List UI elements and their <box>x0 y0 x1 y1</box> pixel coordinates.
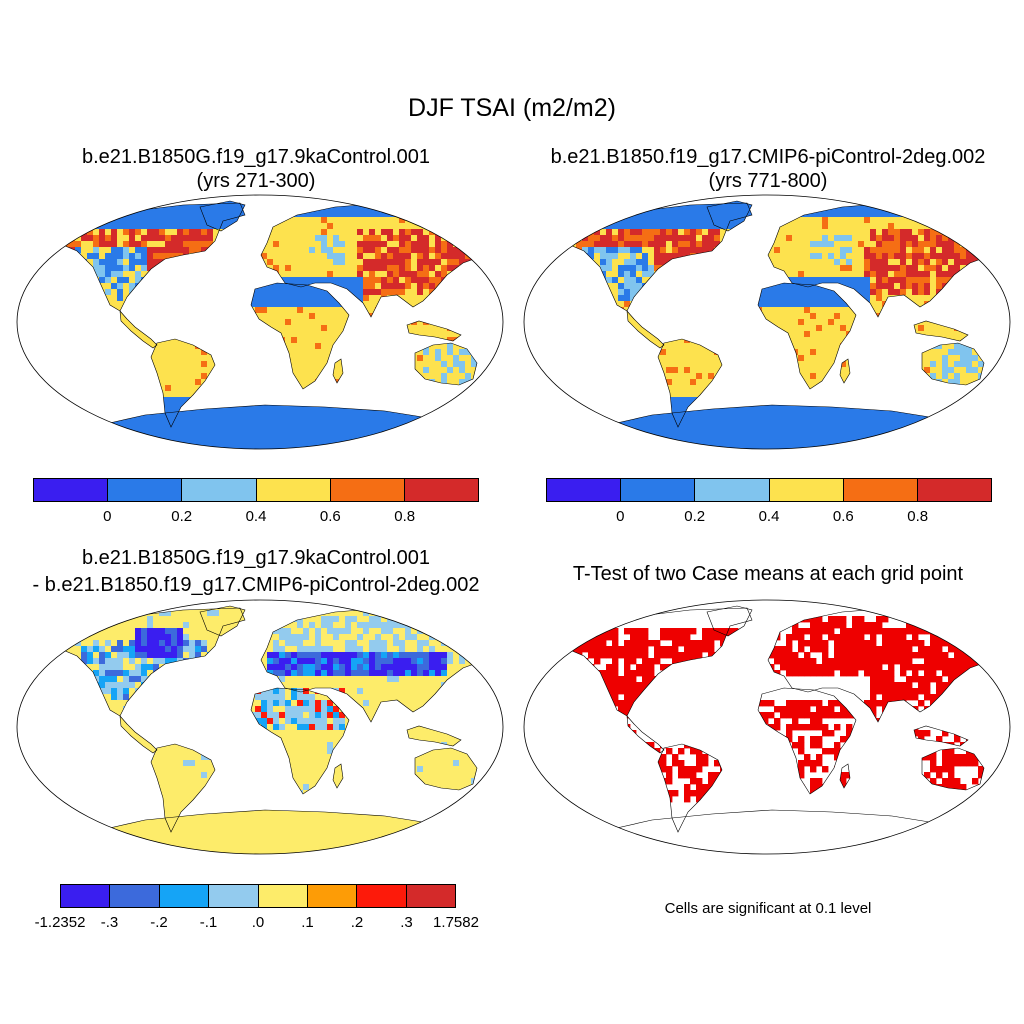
map-boundary <box>16 599 504 855</box>
colorbar-tick-label: 0.8 <box>907 508 929 525</box>
panel1-map <box>16 194 504 450</box>
colorbar-tick-label: -.2 <box>150 914 168 931</box>
coastline-indonesia <box>913 725 969 747</box>
coastline-africa <box>757 282 857 390</box>
colorbar-swatch <box>357 885 407 907</box>
colorbar-swatch <box>307 885 358 907</box>
coastline-camerica <box>119 310 158 349</box>
coastline-australia <box>921 342 985 386</box>
colorbar-tick-label: 0.6 <box>832 508 854 525</box>
coastline-namerica <box>58 607 246 717</box>
coastline-australia <box>921 747 985 791</box>
coastline-australia <box>414 747 478 791</box>
map-boundary <box>523 599 1011 855</box>
colorbar-tick-label: 1.7582 <box>433 914 479 931</box>
panel3-title-line2: - b.e21.B1850.f19_g17.CMIP6-piControl-2d… <box>32 574 480 596</box>
panel2-map <box>523 194 1011 450</box>
coastline-madagascar <box>332 358 344 384</box>
colorbar-swatch <box>159 885 210 907</box>
coastline-samerica <box>150 338 216 428</box>
colorbar-tick-label: -.3 <box>100 914 119 931</box>
coastline-indonesia <box>406 320 462 342</box>
colorbar-swatch <box>406 885 455 907</box>
colorbar-tick-label: .0 <box>251 914 265 931</box>
panel1-title-line1: b.e21.B1850G.f19_g17.9kaControl.001 <box>81 146 431 168</box>
coastline-greenland <box>199 605 246 637</box>
coastline-indonesia <box>406 725 462 747</box>
colorbar-swatch <box>330 479 405 501</box>
coastline-namerica <box>565 202 753 312</box>
coastline-samerica <box>657 743 723 833</box>
colorbar-tick-label: 0.8 <box>394 508 416 525</box>
panel2-colorbar <box>546 478 992 502</box>
colorbar-swatch <box>769 479 844 501</box>
colorbar-swatch <box>182 479 257 501</box>
colorbar-tick-label: .1 <box>301 914 314 931</box>
panel3-title-line1: b.e21.B1850G.f19_g17.9kaControl.001 <box>81 547 431 569</box>
coastline-namerica <box>58 202 246 312</box>
coastline-camerica <box>626 310 665 349</box>
coastline-samerica <box>150 743 216 833</box>
coastline-nz <box>486 781 498 797</box>
coastline-nz <box>993 781 1005 797</box>
colorbar-tick-label: 0.2 <box>171 508 193 525</box>
panel2-title-line2: (yrs 771-800) <box>708 170 828 192</box>
colorbar-swatch <box>917 479 992 501</box>
panel1-title-line2: (yrs 271-300) <box>196 170 316 192</box>
coastline-antarctica <box>607 809 963 854</box>
map-boundary <box>523 194 1011 450</box>
colorbar-tick-label: .3 <box>400 914 413 931</box>
map-boundary <box>16 194 504 450</box>
colorbar-swatch <box>404 479 479 501</box>
coastline-samerica <box>657 338 723 428</box>
coastline-madagascar <box>839 763 851 789</box>
coastline-nz <box>993 376 1005 392</box>
coastline-africa <box>757 687 857 795</box>
colorbar-swatch <box>61 885 111 907</box>
colorbar-swatch <box>110 885 160 907</box>
colorbar-swatch <box>258 885 308 907</box>
significance-note: Cells are significant at 0.1 level <box>664 900 872 917</box>
panel2-title-line1: b.e21.B1850.f19_g17.CMIP6-piControl-2deg… <box>550 146 986 168</box>
colorbar-swatch <box>621 479 696 501</box>
coastline-africa <box>250 282 350 390</box>
colorbar-swatch <box>108 479 183 501</box>
colorbar-tick-label: 0 <box>616 508 625 525</box>
panel4-title: T-Test of two Case means at each grid po… <box>572 563 964 585</box>
panel4-map <box>523 599 1011 855</box>
coastline-greenland <box>706 200 753 232</box>
colorbar-swatch <box>34 479 109 501</box>
coastline-camerica <box>119 715 158 754</box>
coastline-madagascar <box>839 358 851 384</box>
colorbar-tick-label: 0.6 <box>319 508 341 525</box>
coastline-australia <box>414 342 478 386</box>
coastline-indonesia <box>913 320 969 342</box>
colorbar-tick-label: .2 <box>350 914 364 931</box>
panel3-colorbar <box>60 884 456 908</box>
colorbar-swatch <box>209 885 259 907</box>
figure-title: DJF TSAI (m2/m2) <box>408 94 616 122</box>
coastline-camerica <box>626 715 665 754</box>
coastline-namerica <box>565 607 753 717</box>
colorbar-tick-label: -.1 <box>199 914 218 931</box>
coastline-madagascar <box>332 763 344 789</box>
coastline-africa <box>250 687 350 795</box>
colorbar-tick-label: 0.4 <box>245 508 267 525</box>
coastline-nz <box>486 376 498 392</box>
panel3-map <box>16 599 504 855</box>
colorbar-tick-label: 0 <box>103 508 112 525</box>
colorbar-swatch <box>256 479 331 501</box>
colorbar-tick-label: -1.2352 <box>34 914 86 931</box>
colorbar-swatch <box>843 479 918 501</box>
coastline-greenland <box>706 605 753 637</box>
gridded-land-field <box>566 616 1004 803</box>
colorbar-tick-label: 0.4 <box>758 508 780 525</box>
colorbar-swatch <box>695 479 770 501</box>
colorbar-swatch <box>547 479 622 501</box>
colorbar-tick-label: 0.2 <box>684 508 706 525</box>
panel1-colorbar <box>33 478 479 502</box>
coastline-greenland <box>199 200 246 232</box>
